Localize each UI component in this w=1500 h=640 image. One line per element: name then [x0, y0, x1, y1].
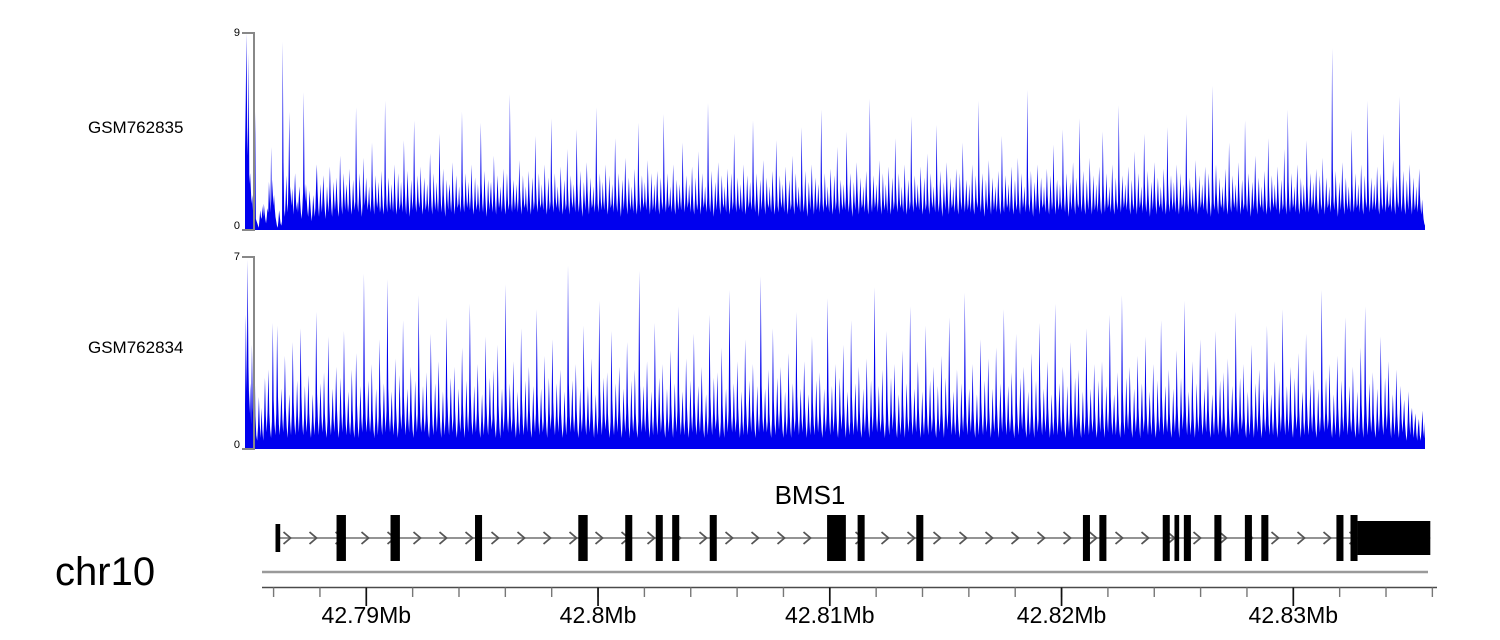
coverage-track-gsm762834[interactable]	[245, 257, 1425, 449]
gene-name-label: BMS1	[774, 480, 846, 510]
track2-ymax-label: 7	[233, 251, 240, 263]
track2-ymin-label: 0	[233, 439, 240, 451]
axis-tick-label: 42.8Mb	[559, 602, 637, 628]
axis-tick-label: 42.79Mb	[321, 602, 412, 628]
axis-tick-label: 42.83Mb	[1248, 602, 1339, 628]
coordinate-axis[interactable]	[262, 586, 1437, 608]
track1-ymax-label: 9	[233, 27, 240, 39]
track1-y-axis	[242, 32, 255, 231]
chromosome-label: chr10	[55, 550, 156, 594]
coverage-track-gsm762835[interactable]	[245, 33, 1425, 230]
track2-y-axis	[242, 256, 255, 450]
gene-track-baseline	[262, 570, 1428, 574]
coverage-plot-gsm762834	[245, 259, 1425, 449]
coverage-plot-gsm762835	[245, 33, 1425, 230]
track-label-gsm762834: GSM762834	[88, 338, 184, 357]
track-label-gsm762835: GSM762835	[88, 118, 184, 137]
axis-tick-label: 42.81Mb	[785, 602, 875, 628]
track1-ymin-label: 0	[233, 220, 240, 232]
gene-model-bms1[interactable]	[245, 508, 1435, 568]
axis-tick-label: 42.82Mb	[1016, 602, 1107, 628]
